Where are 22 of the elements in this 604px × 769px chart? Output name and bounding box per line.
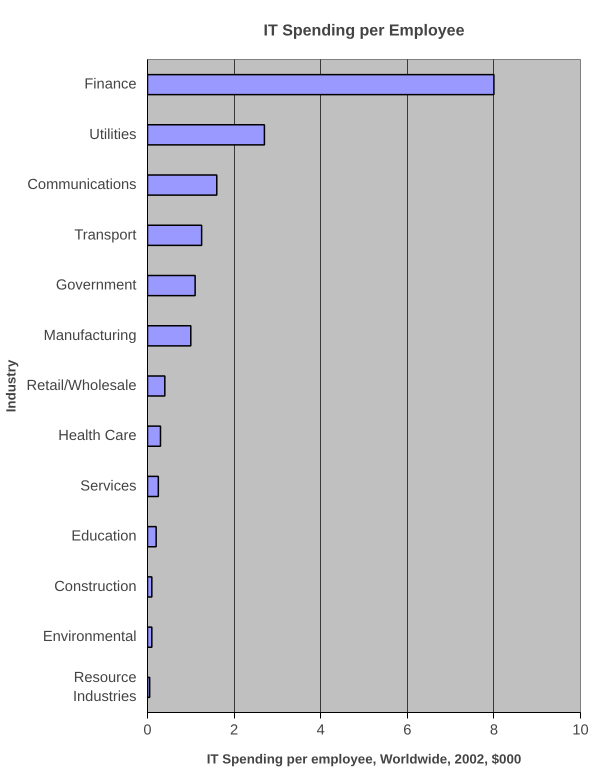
y-tick-label: Services xyxy=(80,478,137,494)
y-tick-label: Communications xyxy=(27,177,137,194)
y-tick-label: Construction xyxy=(54,578,137,595)
y-tick-label: Health Care xyxy=(58,428,137,444)
x-tick-label: 6 xyxy=(403,722,412,738)
y-tick-label: Finance xyxy=(84,76,137,93)
chart-title: IT Spending per Employee xyxy=(264,22,465,40)
y-tick-label: Resource Industries xyxy=(72,670,137,705)
y-axis-title: Industry xyxy=(4,359,19,412)
x-tick-label: 10 xyxy=(572,722,589,738)
x-tick-label: 0 xyxy=(143,722,152,738)
x-tick-label: 4 xyxy=(316,722,325,738)
y-tick-label: Manufacturing xyxy=(44,328,137,344)
x-tick-label: 2 xyxy=(230,722,238,738)
x-tick-label: 8 xyxy=(490,722,498,738)
x-axis-title: IT Spending per employee, Worldwide, 2002, $000 xyxy=(206,752,522,766)
y-tick-label: Transport xyxy=(74,227,137,244)
y-tick-label: Retail/Wholesale xyxy=(26,378,137,394)
y-tick-label: Government xyxy=(56,278,137,294)
y-tick-label: Education xyxy=(71,528,136,545)
y-tick-label: Environmental xyxy=(42,629,137,646)
y-tick-label: Utilities xyxy=(89,126,136,143)
